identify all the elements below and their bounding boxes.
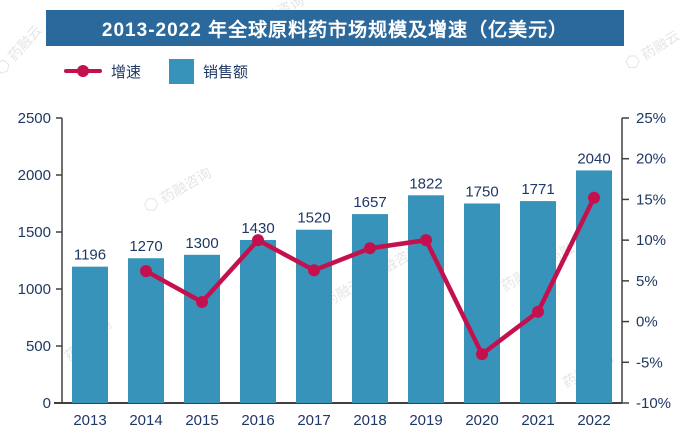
left-axis-tick-label: 2500 xyxy=(18,110,51,127)
left-axis-tick-label: 500 xyxy=(26,338,51,355)
growth-line-point xyxy=(252,234,264,247)
sales-bar xyxy=(576,170,612,403)
chart-legend: 增速 销售额 xyxy=(64,56,248,86)
growth-line-point xyxy=(308,264,320,277)
x-axis-category-label: 2021 xyxy=(521,412,554,429)
sales-bar xyxy=(240,239,276,403)
legend-item-sales: 销售额 xyxy=(169,58,249,84)
bar-value-label: 1822 xyxy=(409,175,442,192)
bar-value-label: 1750 xyxy=(465,184,498,201)
growth-line-point xyxy=(140,265,152,278)
sales-swatch-icon xyxy=(169,58,195,84)
right-axis-tick-label: 15% xyxy=(636,191,666,208)
x-axis-category-label: 2015 xyxy=(185,412,218,429)
bar-value-label: 1196 xyxy=(74,247,106,264)
bar-value-label: 1771 xyxy=(521,181,554,198)
bar-value-label: 2040 xyxy=(577,150,610,167)
growth-line-point xyxy=(588,191,600,204)
sales-bar xyxy=(408,195,444,403)
right-axis-tick-label: 5% xyxy=(636,273,658,290)
bar-value-label: 1657 xyxy=(353,194,386,211)
legend-sales-label: 销售额 xyxy=(203,63,249,81)
growth-line-point xyxy=(532,305,544,318)
x-axis-category-label: 2022 xyxy=(577,412,610,429)
bar-value-label: 1300 xyxy=(185,235,218,252)
growth-line-marker-icon xyxy=(64,65,102,77)
x-axis-category-label: 2020 xyxy=(465,412,498,429)
sales-bar xyxy=(72,266,108,403)
legend-growth-label: 增速 xyxy=(111,63,142,81)
growth-line-point xyxy=(420,234,432,247)
growth-line-point xyxy=(196,296,208,309)
x-axis-category-label: 2017 xyxy=(297,412,330,429)
x-axis-category-label: 2013 xyxy=(73,412,106,429)
left-axis-tick-label: 2000 xyxy=(18,167,51,184)
x-axis-category-label: 2014 xyxy=(129,412,162,429)
x-axis-category-label: 2016 xyxy=(241,412,274,429)
right-axis-tick-label: 20% xyxy=(636,151,666,168)
left-axis-tick-label: 1500 xyxy=(18,224,51,241)
chart-title: 2013-2022 年全球原料药市场规模及增速（亿美元） xyxy=(101,19,569,41)
chart-title-banner: 2013-2022 年全球原料药市场规模及增速（亿美元） xyxy=(46,10,624,46)
growth-line-point xyxy=(476,348,488,361)
x-axis-category-label: 2019 xyxy=(409,412,442,429)
sales-bar xyxy=(184,254,220,403)
left-axis-tick-label: 0 xyxy=(43,395,51,412)
right-axis-tick-label: -10% xyxy=(636,395,671,412)
right-axis-tick-label: 25% xyxy=(636,110,666,127)
right-axis-tick-label: 10% xyxy=(636,232,666,249)
legend-item-growth: 增速 xyxy=(64,61,141,82)
sales-bar xyxy=(464,203,500,403)
growth-line-point xyxy=(364,242,376,255)
x-axis-category-label: 2018 xyxy=(353,412,386,429)
sales-bar xyxy=(128,258,164,403)
bar-value-label: 1270 xyxy=(129,238,162,255)
sales-bar xyxy=(296,229,332,403)
right-axis-tick-label: -5% xyxy=(636,354,663,371)
bar-value-label: 1430 xyxy=(241,220,274,237)
bar-value-label: 1520 xyxy=(297,210,330,227)
right-axis-tick-label: 0% xyxy=(636,314,658,331)
sales-bar xyxy=(520,201,556,403)
left-axis-tick-label: 1000 xyxy=(18,281,51,298)
